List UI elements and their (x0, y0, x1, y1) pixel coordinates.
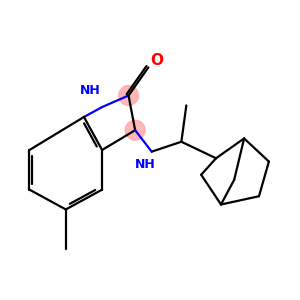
Circle shape (125, 120, 145, 140)
Text: NH: NH (80, 84, 101, 97)
Text: NH: NH (135, 158, 155, 171)
Circle shape (118, 85, 138, 105)
Text: O: O (150, 53, 163, 68)
